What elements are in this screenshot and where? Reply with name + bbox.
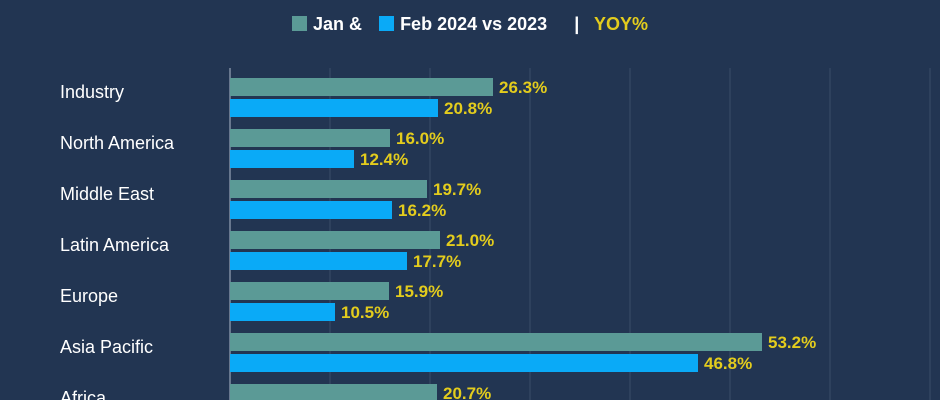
bar-feb — [230, 354, 698, 372]
bar-jan — [230, 180, 427, 198]
legend-swatch-feb — [379, 16, 395, 31]
value-label: 53.2% — [768, 333, 816, 352]
bar-feb — [230, 201, 392, 219]
legend-item-feb: Feb 2024 vs 2023 — [379, 14, 552, 34]
value-label: 46.8% — [704, 354, 752, 373]
category-label: Latin America — [60, 235, 170, 255]
legend-separator: | — [574, 14, 580, 34]
legend-swatch-jan — [292, 16, 308, 31]
category-label: Industry — [60, 82, 124, 102]
legend-yoy-label: YOY% — [593, 14, 648, 34]
category-label: Europe — [60, 286, 118, 306]
category-label: Africa — [60, 388, 107, 400]
category-label: North America — [60, 133, 175, 153]
legend-label-jan: Jan & — [313, 14, 363, 34]
value-label: 26.3% — [499, 78, 547, 97]
value-label: 10.5% — [341, 303, 389, 322]
chart-legend: Jan & Feb 2024 vs 2023 | YOY% — [0, 14, 940, 35]
bar-jan — [230, 129, 390, 147]
bar-feb — [230, 303, 335, 321]
category-label: Middle East — [60, 184, 154, 204]
legend-label-feb: Feb 2024 vs 2023 — [400, 14, 548, 34]
value-label: 12.4% — [360, 150, 408, 169]
bar-feb — [230, 150, 354, 168]
value-label: 21.0% — [446, 231, 494, 250]
value-label: 17.7% — [413, 252, 461, 271]
value-label: 15.9% — [395, 282, 443, 301]
value-label: 20.7% — [443, 384, 491, 400]
bar-feb — [230, 252, 407, 270]
value-label: 16.2% — [398, 201, 446, 220]
bar-jan — [230, 384, 437, 400]
bar-jan — [230, 231, 440, 249]
value-label: 20.8% — [444, 99, 492, 118]
value-label: 19.7% — [433, 180, 481, 199]
bar-jan — [230, 282, 389, 300]
category-label: Asia Pacific — [60, 337, 153, 357]
bar-jan — [230, 333, 762, 351]
bar-jan — [230, 78, 493, 96]
legend-item-jan: Jan & — [292, 14, 367, 34]
value-label: 16.0% — [396, 129, 444, 148]
bar-feb — [230, 99, 438, 117]
